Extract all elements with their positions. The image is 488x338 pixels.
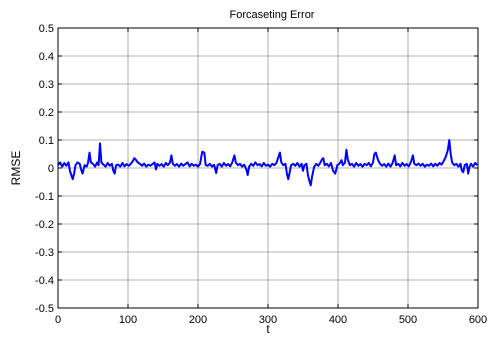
x-tick-label: 400 xyxy=(329,314,347,326)
y-tick-label: -0.2 xyxy=(35,219,54,231)
y-tick-label: 0.4 xyxy=(39,51,54,63)
x-axis-title: t xyxy=(266,322,270,336)
x-tick-label: 300 xyxy=(259,314,277,326)
x-tick-label: 100 xyxy=(119,314,137,326)
tick-labels: 0 100 200 300 400 500 600 -0.5 -0.4 -0.3 -0.2 -0.1 0… xyxy=(35,23,487,326)
y-tick-label: -0.1 xyxy=(35,191,54,203)
y-tick-label: 0.5 xyxy=(39,23,54,35)
tick-marks xyxy=(57,27,479,309)
x-tick-label: 500 xyxy=(399,314,417,326)
y-tick-label: 0.1 xyxy=(39,135,54,147)
x-tick-label: 0 xyxy=(55,314,61,326)
y-tick-label: 0 xyxy=(48,163,54,175)
series-line xyxy=(57,139,479,187)
y-tick-label: 0.3 xyxy=(39,79,54,91)
y-tick-label: -0.3 xyxy=(35,247,54,259)
y-tick-label: 0.2 xyxy=(39,107,54,119)
y-tick-label: -0.5 xyxy=(35,303,54,315)
chart-title: Forcaseting Error xyxy=(230,9,315,21)
x-tick-label: 200 xyxy=(189,314,207,326)
data-series xyxy=(57,139,479,187)
y-axis-title: RMSE xyxy=(9,151,23,186)
grid-lines xyxy=(58,28,478,308)
y-tick-label: -0.4 xyxy=(35,275,54,287)
x-tick-label: 600 xyxy=(469,314,487,326)
